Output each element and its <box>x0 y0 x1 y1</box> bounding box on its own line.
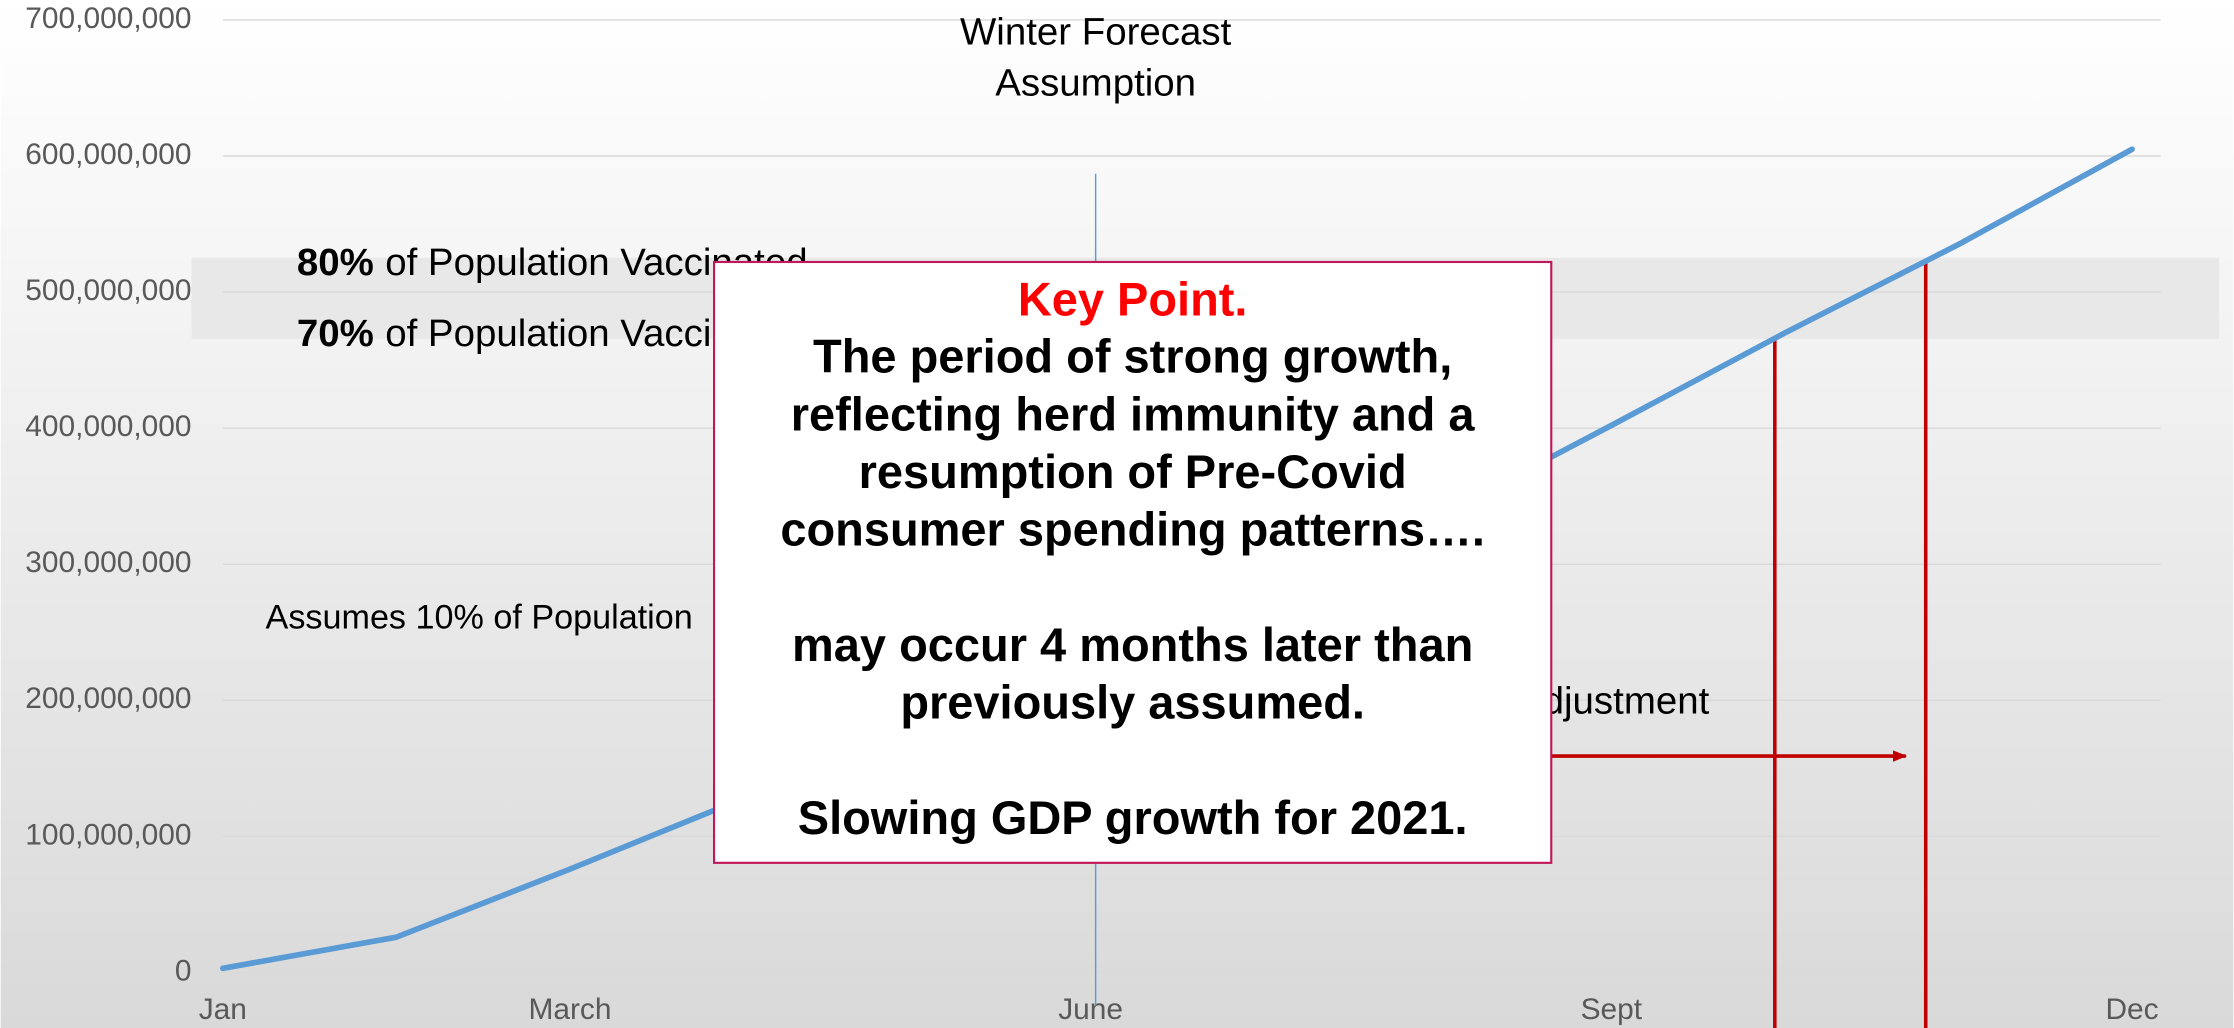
x-tick-label: Jan <box>199 993 247 1026</box>
y-tick-label: 500,000,000 <box>25 274 191 307</box>
y-tick-label: 200,000,000 <box>25 682 191 715</box>
key-point-line: resumption of Pre-Covid <box>859 445 1407 498</box>
grid: 0 100,000,000 200,000,000 300,000,000 400,00… <box>25 2 2161 1026</box>
key-point-line: consumer spending patterns…. <box>780 503 1485 556</box>
assumes-note: Assumes 10% of Population <box>266 598 693 636</box>
key-point-line: Slowing GDP growth for 2021. <box>798 791 1468 844</box>
y-tick-label: 400,000,000 <box>25 410 191 443</box>
x-tick-label: Sept <box>1581 993 1643 1026</box>
y-tick-label: 600,000,000 <box>25 138 191 171</box>
percent: 70% <box>297 312 374 355</box>
x-tick-label: Dec <box>2105 993 2158 1026</box>
key-point-line: may occur 4 months later than <box>792 618 1473 671</box>
percent: 80% <box>297 241 374 284</box>
y-tick-label: 100,000,000 <box>25 818 191 851</box>
x-tick-label: June <box>1058 993 1123 1026</box>
winter-forecast-line: Assumption <box>995 62 1196 105</box>
key-point-line: previously assumed. <box>900 676 1365 729</box>
key-point-line: reflecting herd immunity and a <box>791 387 1476 440</box>
key-point-box: Key Point. The period of strong growth,r… <box>712 260 1553 864</box>
key-point-line: The period of strong growth, <box>813 330 1452 383</box>
y-tick-label: 0 <box>175 954 192 987</box>
x-tick-label: March <box>528 993 611 1026</box>
key-point-frame <box>712 260 1553 864</box>
y-tick-label: 700,000,000 <box>25 2 191 35</box>
winter-forecast-line: Winter Forecast <box>960 10 1232 53</box>
y-tick-label: 300,000,000 <box>25 546 191 579</box>
key-point-heading: Key Point. <box>1018 273 1248 326</box>
